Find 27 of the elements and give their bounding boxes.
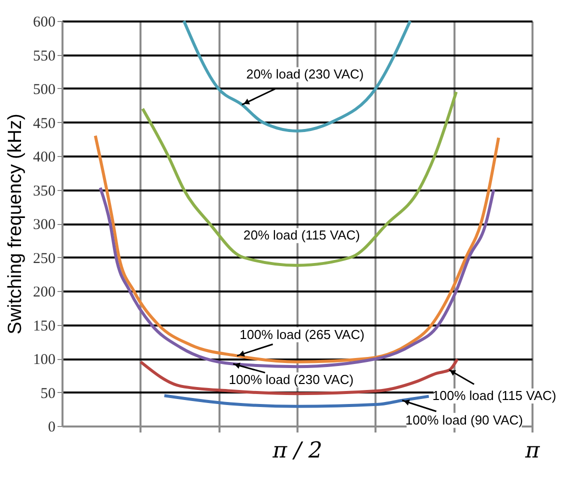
y-tick-label: 550 xyxy=(33,48,56,64)
line-series xyxy=(182,20,412,133)
y-tick-label: 600 xyxy=(33,14,56,30)
y-tick-label: 250 xyxy=(33,250,56,267)
y-tick-label: 100 xyxy=(33,352,56,368)
y-tick-label: 300 xyxy=(33,217,56,233)
y-tick-label: 200 xyxy=(33,284,56,300)
annotation: 100% load (230 VAC) xyxy=(228,372,354,387)
line-series xyxy=(162,394,430,408)
annotation: 100% load (90 VAC) xyxy=(405,412,523,428)
x-tick-label: π xyxy=(524,438,540,464)
y-tick-label: 350 xyxy=(33,183,56,200)
line-series xyxy=(98,186,496,368)
y-tick-label: 50 xyxy=(40,386,56,402)
y-tick-label: 450 xyxy=(33,116,56,132)
y-axis-title: Switching frequency (kHz) xyxy=(5,114,26,334)
line-series xyxy=(94,134,500,364)
annotation: 20% load (230 VAC) xyxy=(246,66,364,82)
annotation: 20% load (115 VAC) xyxy=(243,228,360,243)
line-series xyxy=(141,90,458,267)
annotation: 100% load (115 VAC) xyxy=(432,388,556,403)
y-tick-label: 400 xyxy=(33,150,56,166)
y-tick-label: 150 xyxy=(33,318,56,334)
y-tick-label: 0 xyxy=(48,420,56,436)
x-tick-label: π / 2 xyxy=(272,438,322,464)
y-tick-label: 500 xyxy=(33,82,56,98)
annotation: 100% load (265 VAC) xyxy=(240,326,364,342)
